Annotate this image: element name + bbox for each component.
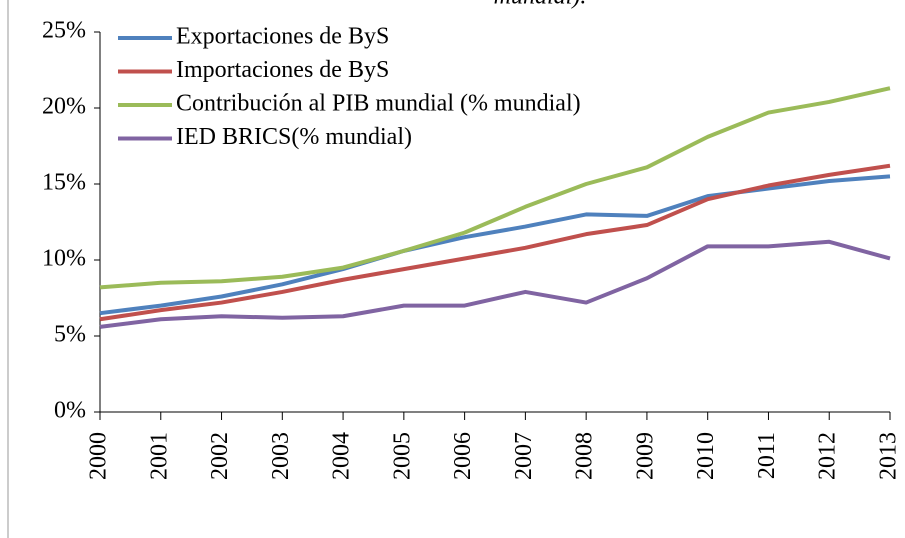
series-line: [99, 86, 891, 290]
y-tick-label: 20%: [42, 94, 86, 120]
x-tick-label: 2002: [207, 432, 233, 480]
x-tick-label: 2000: [86, 432, 112, 480]
x-tick-label: 2006: [450, 432, 476, 480]
x-tick-label: 2009: [632, 432, 658, 480]
x-tick-label: 2007: [511, 432, 537, 480]
chart-title: mundial).: [494, 0, 587, 10]
y-tick-label: 25%: [42, 18, 86, 44]
series-line: [99, 239, 891, 329]
y-tick-label: 15%: [42, 170, 86, 196]
x-tick-label: 2003: [268, 432, 294, 480]
x-tick-label: 2008: [572, 432, 598, 480]
y-tick-label: 10%: [42, 246, 86, 272]
legend-label: IED BRICS(% mundial): [176, 124, 412, 150]
x-tick-label: 2005: [389, 432, 415, 480]
series-line: [99, 163, 891, 322]
x-tick-label: 2001: [146, 432, 172, 480]
legend-label: Exportaciones de ByS: [176, 24, 389, 50]
x-tick-label: 2012: [815, 432, 841, 480]
legend-label: Importaciones de ByS: [176, 57, 389, 83]
x-tick-label: 2013: [876, 432, 902, 480]
legend-label: Contribución al PIB mundial (% mundial): [176, 91, 581, 117]
x-tick-label: 2011: [754, 432, 780, 479]
x-tick-label: 2004: [329, 432, 355, 480]
y-tick-label: 0%: [54, 398, 86, 424]
y-tick-label: 5%: [54, 322, 86, 348]
x-tick-label: 2010: [693, 432, 719, 480]
